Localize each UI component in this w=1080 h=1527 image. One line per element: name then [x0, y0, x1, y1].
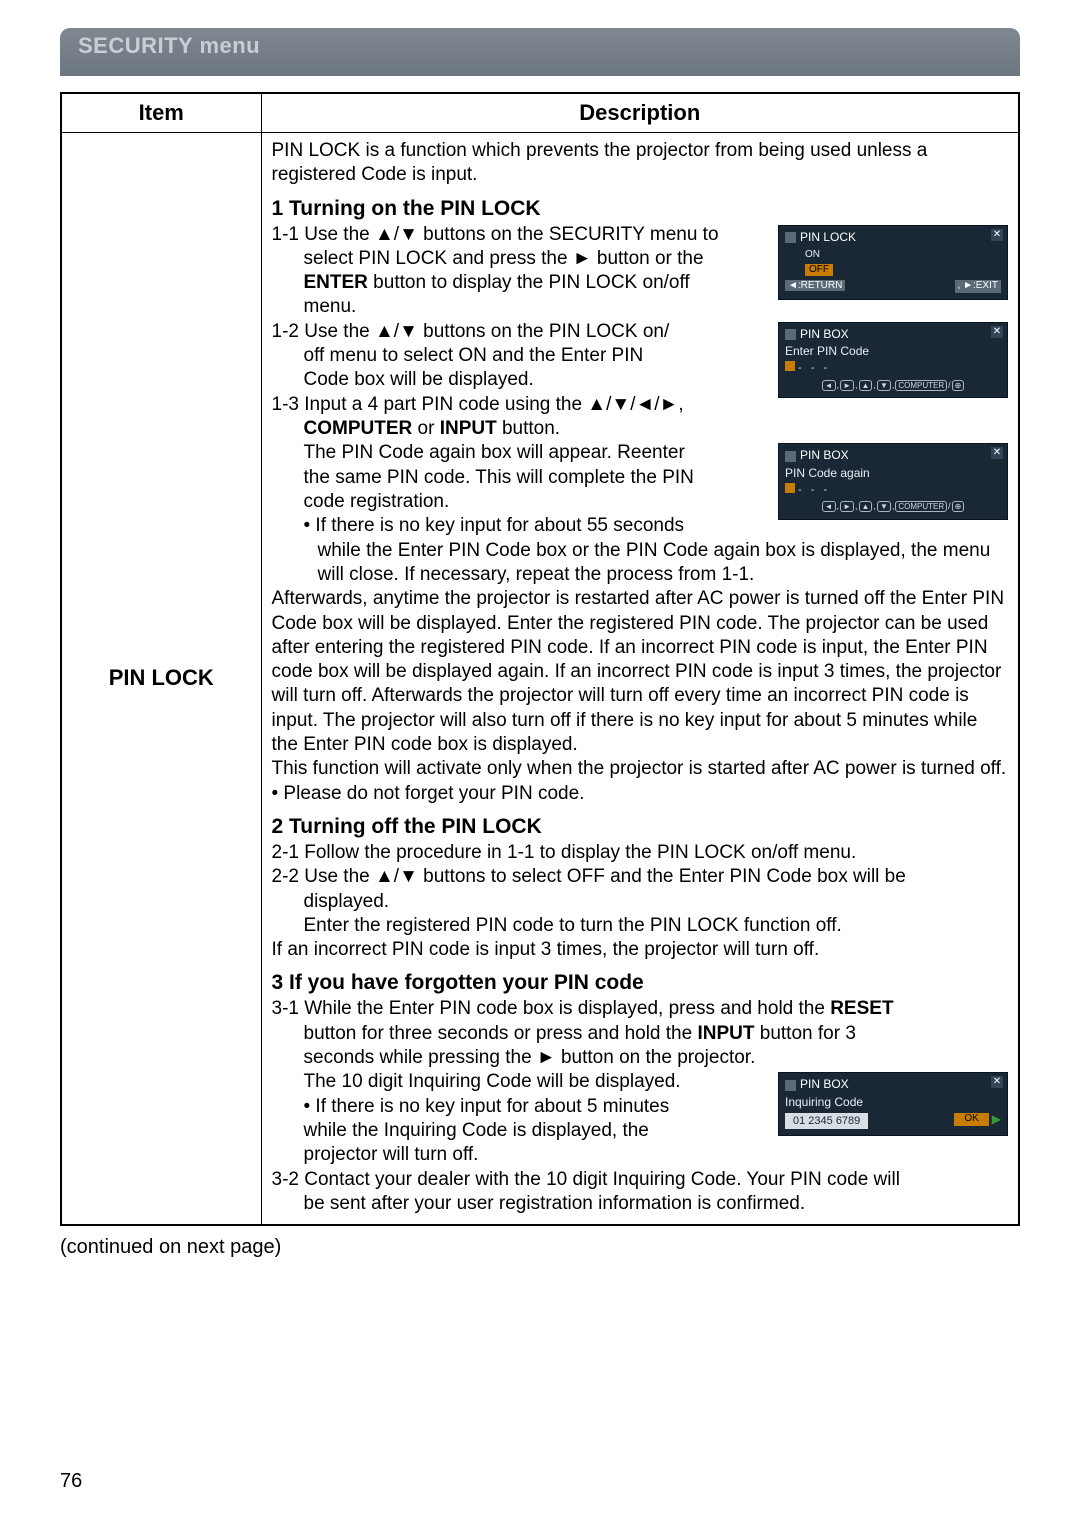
col-header-item: Item: [61, 93, 261, 133]
lock-icon: [785, 1080, 796, 1091]
s1-p12a: 1-2 Use the ▲/▼ buttons on the PIN LOCK …: [272, 320, 769, 344]
s2-p23: If an incorrect PIN code is input 3 time…: [272, 938, 1009, 962]
s1-note2: • Please do not forget your PIN code.: [272, 782, 1009, 806]
section-header-tab: SECURITY menu: [60, 28, 1020, 76]
lock-icon: [785, 329, 796, 340]
s2-p22a: 2-2 Use the ▲/▼ buttons to select OFF an…: [272, 865, 1009, 889]
col-header-description: Description: [261, 93, 1019, 133]
osd-inquiring-screenshot: ✕ PIN BOX Inquiring Code 01 2345 6789▶OK: [778, 1072, 1008, 1136]
s3-note3b: while the Inquiring Code is displayed, t…: [272, 1119, 769, 1143]
s3-p32b: be sent after your user registration inf…: [272, 1192, 1009, 1216]
s1-p13e: code registration.: [272, 490, 769, 514]
close-icon: ✕: [991, 229, 1003, 241]
close-icon: ✕: [991, 326, 1003, 338]
s2-p21: 2-1 Follow the procedure in 1-1 to displ…: [272, 841, 1009, 865]
intro-text: PIN LOCK is a function which prevents th…: [272, 139, 1009, 188]
s1-p11c: ENTER button to display the PIN LOCK on/…: [272, 271, 769, 295]
s1-p12b: off menu to select ON and the Enter PIN: [272, 344, 769, 368]
s3-p31d: The 10 digit Inquiring Code will be disp…: [272, 1070, 769, 1094]
close-icon: ✕: [991, 447, 1003, 459]
section1-title: 1 Turning on the PIN LOCK: [272, 196, 1009, 223]
description-cell: PIN LOCK is a function which prevents th…: [261, 133, 1019, 1226]
s1-p13b: COMPUTER or INPUT button.: [272, 417, 769, 441]
s2-p22c: Enter the registered PIN code to turn th…: [272, 914, 1009, 938]
continued-note: (continued on next page): [60, 1236, 1020, 1259]
s1-p11d: menu.: [272, 295, 769, 319]
osd-pinbox-again-screenshot: ✕ PIN BOX PIN Code again - - - ◄,►,▲,▼,C…: [778, 443, 1008, 519]
s3-p31c: seconds while pressing the ► button on t…: [272, 1046, 1009, 1070]
section2-title: 2 Turning off the PIN LOCK: [272, 814, 1009, 841]
s3-p31b: button for three seconds or press and ho…: [272, 1022, 1009, 1046]
s1-p13d: the same PIN code. This will complete th…: [272, 466, 769, 490]
s1-p11b: select PIN LOCK and press the ► button o…: [272, 247, 769, 271]
section-header-title: SECURITY menu: [78, 33, 260, 58]
s1-note1b: while the Enter PIN Code box or the PIN …: [272, 539, 1009, 588]
s1-after: Afterwards, anytime the projector is res…: [272, 587, 1009, 757]
s1-after2: This function will activate only when th…: [272, 757, 1009, 781]
section3-title: 3 If you have forgotten your PIN code: [272, 970, 1009, 997]
osd-pinlock-screenshot: ✕ PIN LOCK ON OFF ◄:RETURN, ►:EXIT: [778, 225, 1008, 301]
s1-p13a: 1-3 Input a 4 part PIN code using the ▲/…: [272, 393, 769, 417]
close-icon: ✕: [991, 1076, 1003, 1088]
item-cell: PIN LOCK: [61, 133, 261, 1226]
s3-note3c: projector will turn off.: [272, 1143, 769, 1167]
s3-note3a: • If there is no key input for about 5 m…: [272, 1095, 769, 1119]
s1-p13c: The PIN Code again box will appear. Reen…: [272, 441, 769, 465]
page-number: 76: [60, 1470, 82, 1493]
pin-lock-table: Item Description PIN LOCK PIN LOCK is a …: [60, 92, 1020, 1226]
s1-p11a: 1-1 Use the ▲/▼ buttons on the SECURITY …: [272, 223, 769, 247]
osd-pinbox-enter-screenshot: ✕ PIN BOX Enter PIN Code - - - ◄,►,▲,▼,C…: [778, 322, 1008, 398]
s3-p32: 3-2 Contact your dealer with the 10 digi…: [272, 1168, 1009, 1192]
lock-icon: [785, 451, 796, 462]
s1-note1a: • If there is no key input for about 55 …: [272, 514, 769, 538]
s1-p12c: Code box will be displayed.: [272, 368, 769, 392]
lock-icon: [785, 232, 796, 243]
s2-p22b: displayed.: [272, 890, 1009, 914]
s3-p31a: 3-1 While the Enter PIN code box is disp…: [272, 997, 1009, 1021]
